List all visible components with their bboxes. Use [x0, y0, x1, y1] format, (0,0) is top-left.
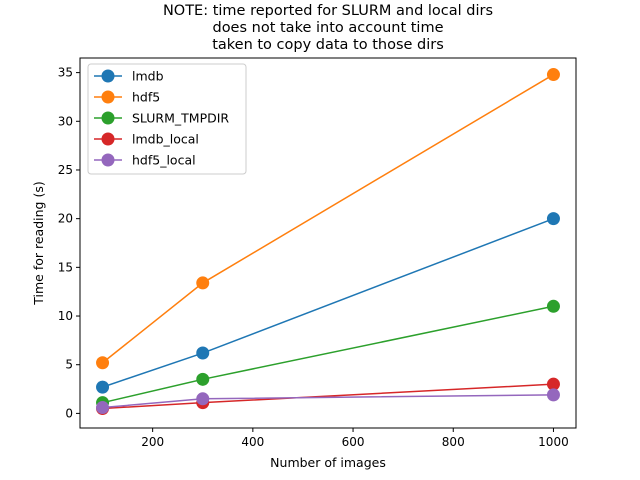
data-point-hdf5 — [96, 356, 110, 370]
chart-title-line: NOTE: time reported for SLURM and local … — [163, 3, 493, 19]
data-point-lmdb-local — [546, 377, 560, 391]
legend-box — [87, 63, 247, 175]
legend-label: hdf5_local — [132, 153, 196, 168]
legend-item-lmdb: lmdb — [94, 69, 164, 84]
legend-item-hdf5: hdf5 — [94, 90, 160, 105]
plot-area-frame — [79, 57, 577, 429]
y-tick-label: 15 — [58, 260, 73, 274]
data-point-lmdb — [96, 380, 110, 394]
series-hdf5-local — [96, 388, 560, 415]
legend: lmdb hdf5 SLURM_TMPDIR lmdb_local hdf5_local — [87, 63, 247, 175]
x-tick-label: 200 — [141, 435, 164, 449]
chart-title: NOTE: time reported for SLURM and local … — [163, 3, 493, 53]
y-tick-label: 5 — [65, 358, 73, 372]
data-point-slurm-tmpdir — [196, 372, 210, 386]
legend-swatch-marker — [101, 153, 115, 167]
x-tick-label: 800 — [442, 435, 465, 449]
chart-title-line: taken to copy data to those dirs — [212, 37, 444, 53]
series-hdf5 — [96, 68, 560, 370]
data-point-hdf5-local — [96, 401, 110, 415]
legend-swatch-marker — [101, 69, 115, 83]
y-tick-label: 0 — [65, 406, 73, 420]
series-lmdb — [96, 212, 560, 394]
y-axis-label: Time for reading (s) — [31, 181, 46, 305]
x-axis-label: Number of images — [270, 455, 386, 470]
legend-label: SLURM_TMPDIR — [132, 111, 229, 126]
legend-swatch-marker — [101, 132, 115, 146]
y-tick-label: 35 — [58, 66, 73, 80]
x-tick-label: 600 — [342, 435, 365, 449]
data-point-lmdb — [546, 212, 560, 226]
legend-label: lmdb_local — [132, 132, 199, 147]
legend-swatch-marker — [101, 111, 115, 125]
y-tick-label: 20 — [58, 212, 73, 226]
legend-swatch-marker — [101, 90, 115, 104]
legend-item-slurm-tmpdir: SLURM_TMPDIR — [94, 111, 229, 126]
data-point-hdf5-local — [196, 392, 210, 406]
data-point-lmdb — [196, 346, 210, 360]
y-tick-label: 25 — [58, 163, 73, 177]
x-tick-label: 1000 — [538, 435, 569, 449]
x-tick-label: 400 — [241, 435, 264, 449]
series-slurm-tmpdir — [96, 299, 560, 410]
data-point-hdf5 — [196, 276, 210, 290]
data-point-hdf5-local — [546, 388, 560, 402]
legend-label: lmdb — [132, 69, 164, 84]
data-point-hdf5 — [546, 68, 560, 82]
y-tick-label: 30 — [58, 114, 73, 128]
chart-title-line: does not take into account time — [212, 20, 443, 36]
plot-series — [96, 68, 560, 416]
legend-item-lmdb-local: lmdb_local — [94, 132, 199, 147]
legend-label: hdf5 — [132, 90, 160, 105]
y-tick-label: 10 — [58, 309, 73, 323]
data-point-slurm-tmpdir — [546, 299, 560, 313]
legend-item-hdf5-local: hdf5_local — [94, 153, 196, 168]
axis-ticks: 200 400 600 800 1000 0 5 10 15 20 25 30 35 — [58, 66, 569, 449]
